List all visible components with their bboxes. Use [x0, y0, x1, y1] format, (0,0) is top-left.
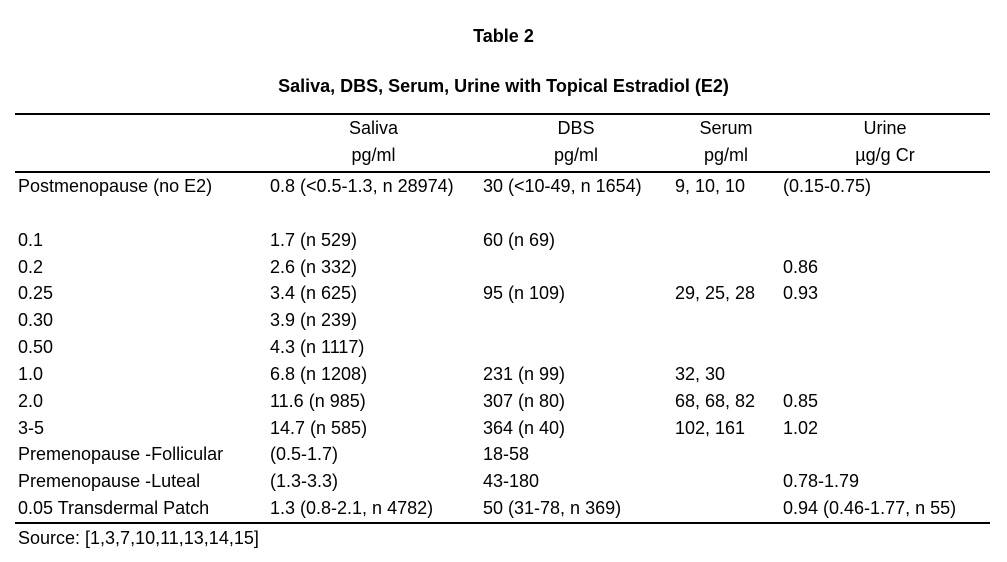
cell-dbs: 18-58: [483, 444, 530, 465]
cell-saliva: (1.3-3.3): [270, 471, 339, 492]
cell-serum: [672, 468, 780, 495]
cell-saliva: 3.4 (n 625): [270, 283, 358, 304]
row-label: 0.25: [18, 283, 54, 304]
cell-dbs: [480, 307, 672, 334]
row-label: 2.0: [18, 390, 44, 411]
column-header-unit: µg/g Cr: [855, 145, 915, 165]
column-header-name: Saliva: [348, 118, 399, 138]
row-label: Premenopause -Luteal: [18, 471, 201, 492]
cell-serum: [672, 254, 780, 281]
row-label: Postmenopause (no E2): [18, 176, 213, 196]
row-label: 0.50: [18, 337, 54, 358]
cell-dbs: [480, 334, 672, 361]
cell-serum: 9, 10, 10: [675, 176, 746, 196]
cell-urine: 1.02: [783, 417, 819, 438]
cell-saliva: [267, 200, 480, 227]
table-row: 0.05 Transdermal Patch 1.3 (0.8-2.1, n 4…: [15, 495, 990, 523]
column-header-blank: [15, 114, 267, 173]
cell-urine: 0.93: [783, 283, 819, 304]
column-header-name: Urine: [863, 118, 907, 138]
cell-urine: [780, 307, 990, 334]
table-row: Premenopause -Follicular (0.5-1.7) 18-58: [15, 441, 990, 468]
cell-serum: [672, 227, 780, 254]
cell-urine: 0.94 (0.46-1.77, n 55): [783, 498, 957, 519]
table-row: Premenopause -Luteal (1.3-3.3) 43-180 0.…: [15, 468, 990, 495]
cell-dbs: 95 (n 109): [483, 283, 566, 304]
cell-serum: 68, 68, 82: [675, 390, 756, 411]
cell-saliva: 14.7 (n 585): [270, 417, 368, 438]
table-row: 1.0 6.8 (n 1208) 231 (n 99) 32, 30: [15, 361, 990, 388]
cell-serum: [672, 200, 780, 227]
table-row: Postmenopause (no E2) 0.8 (<0.5-1.3, n 2…: [15, 172, 990, 200]
cell-saliva: 1.3 (0.8-2.1, n 4782): [270, 498, 434, 519]
cell-saliva: 11.6 (n 985): [270, 390, 366, 411]
estradiol-levels-table: Saliva pg/ml DBS pg/ml Serum pg/ml Urine…: [15, 113, 990, 524]
cell-dbs: 60 (n 69): [483, 229, 556, 250]
cell-serum: 32, 30: [675, 363, 726, 384]
table-row: 2.0 11.6 (n 985) 307 (n 80) 68, 68, 82 0…: [15, 388, 990, 415]
column-header-serum: Serum pg/ml: [672, 114, 780, 173]
cell-saliva: 0.8 (<0.5-1.3, n 28974): [270, 176, 454, 196]
cell-serum: 29, 25, 28: [675, 283, 756, 304]
row-label: 0.2: [18, 256, 44, 277]
cell-dbs: 50 (31-78, n 369): [483, 498, 622, 519]
cell-dbs: 307 (n 80): [483, 390, 566, 411]
cell-dbs: 30 (<10-49, n 1654): [483, 176, 642, 196]
column-header-unit: pg/ml: [703, 145, 748, 165]
cell-serum: [672, 307, 780, 334]
table-title: Saliva, DBS, Serum, Urine with Topical E…: [278, 76, 729, 96]
row-label: 0.30: [18, 310, 54, 331]
row-label: 0.1: [18, 229, 44, 250]
table-row: 0.2 2.6 (n 332) 0.86: [15, 254, 990, 281]
cell-dbs: 43-180: [483, 471, 540, 492]
column-header-unit: pg/ml: [351, 145, 396, 165]
cell-saliva: 6.8 (n 1208): [270, 363, 368, 384]
column-header-urine: Urine µg/g Cr: [780, 114, 990, 173]
table-row: 0.30 3.9 (n 239): [15, 307, 990, 334]
cell-dbs: 231 (n 99): [483, 363, 566, 384]
cell-serum: [672, 441, 780, 468]
source-note: Source: [1,3,7,10,11,13,14,15]: [18, 527, 259, 548]
cell-urine: [780, 227, 990, 254]
column-header-name: Serum: [699, 118, 753, 138]
column-header-name: DBS: [557, 118, 595, 138]
cell-saliva: 2.6 (n 332): [270, 256, 358, 277]
cell-urine: 0.86: [783, 256, 819, 277]
cell-dbs: [480, 200, 672, 227]
row-label: 0.05 Transdermal Patch: [18, 498, 210, 519]
table-row: 0.50 4.3 (n 1117): [15, 334, 990, 361]
table-row: 3-5 14.7 (n 585) 364 (n 40) 102, 161 1.0…: [15, 415, 990, 442]
table-row: 0.1 1.7 (n 529) 60 (n 69): [15, 227, 990, 254]
cell-saliva: (0.5-1.7): [270, 444, 339, 465]
cell-urine: [780, 200, 990, 227]
cell-saliva: 4.3 (n 1117): [270, 337, 365, 358]
table-row: 0.25 3.4 (n 625) 95 (n 109) 29, 25, 28 0…: [15, 280, 990, 307]
table-number-heading: Table 2: [473, 26, 534, 46]
column-header-saliva: Saliva pg/ml: [267, 114, 480, 173]
header-row: Saliva pg/ml DBS pg/ml Serum pg/ml Urine…: [15, 114, 990, 173]
row-label: 3-5: [18, 417, 45, 438]
cell-urine: 0.78-1.79: [783, 471, 860, 492]
table-row: [15, 200, 990, 227]
row-label: Premenopause -Follicular: [18, 444, 224, 465]
cell-serum: [672, 495, 780, 523]
cell-saliva: 3.9 (n 239): [270, 310, 358, 331]
column-header-dbs: DBS pg/ml: [480, 114, 672, 173]
cell-dbs: 364 (n 40): [483, 417, 566, 438]
row-label: 1.0: [18, 363, 44, 384]
cell-urine: [780, 361, 990, 388]
column-header-unit: pg/ml: [553, 145, 598, 165]
row-label: [15, 200, 267, 227]
cell-urine: [780, 334, 990, 361]
cell-serum: 102, 161: [675, 417, 746, 438]
cell-urine: (0.15-0.75): [783, 176, 872, 196]
cell-urine: 0.85: [783, 390, 819, 411]
cell-serum: [672, 334, 780, 361]
cell-urine: [780, 441, 990, 468]
cell-saliva: 1.7 (n 529): [270, 229, 358, 250]
cell-dbs: [480, 254, 672, 281]
